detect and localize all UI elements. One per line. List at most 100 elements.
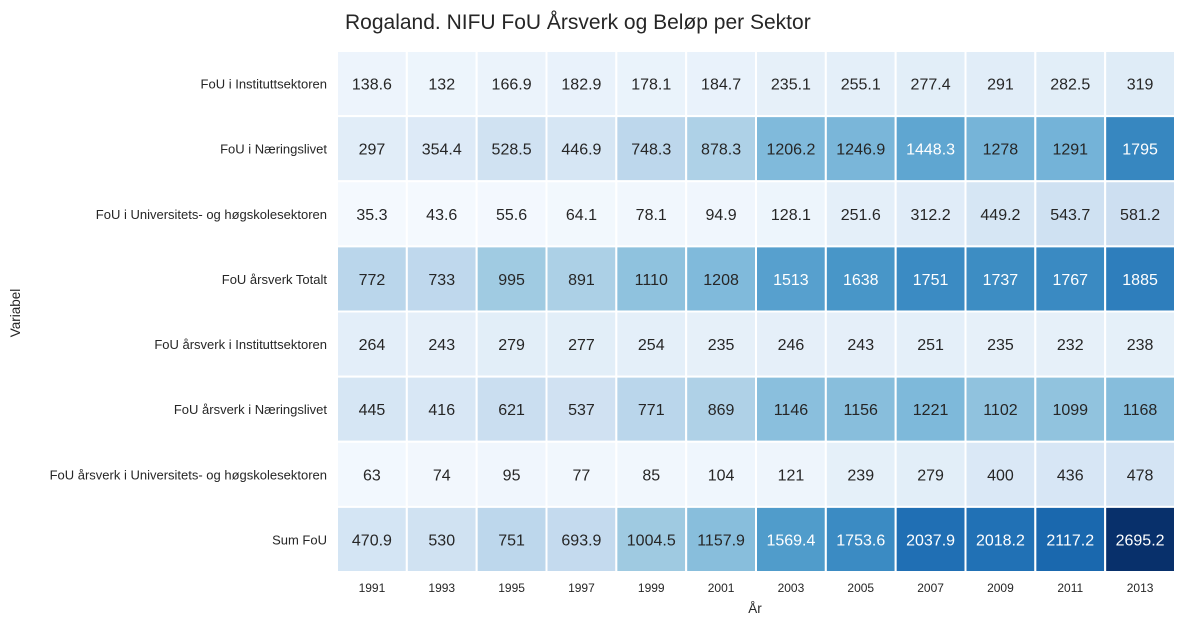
heatmap-cell	[615, 440, 688, 508]
cell-value-label: 354.4	[422, 142, 462, 159]
cell-value-label: 297	[359, 142, 386, 159]
row-tick-label: Sum FoU	[272, 532, 327, 547]
column-labels: 1991 1993 1995 1997 1999 2001 2003 2005 2007 2009…	[359, 581, 1154, 595]
column-tick-label: 2003	[778, 581, 805, 595]
cell-value-label: 312.2	[911, 207, 951, 224]
cell-value-label: 1753.6	[836, 532, 885, 549]
cell-value-label: 239	[847, 467, 874, 484]
heatmap-cell	[755, 505, 827, 573]
cell-value-label: 1221	[913, 402, 949, 419]
cell-value-label: 64.1	[566, 207, 597, 224]
cell-value-label: 277	[568, 337, 595, 354]
cell-value-label: 35.3	[356, 207, 387, 224]
cell-value-label: 78.1	[636, 207, 667, 224]
cell-value-label: 95	[503, 467, 521, 484]
cell-value-label: 319	[1127, 77, 1154, 94]
cell-value-label: 771	[638, 402, 665, 419]
cell-value-label: 1638	[843, 272, 879, 289]
heatmap-cell	[545, 375, 618, 443]
heatmap-cell	[615, 310, 688, 378]
cell-value-label: 184.7	[701, 77, 741, 94]
cell-value-label: 182.9	[561, 77, 601, 94]
cell-value-label: 1099	[1052, 402, 1088, 419]
heatmap-cell	[475, 440, 548, 508]
cell-value-label: 63	[363, 467, 381, 484]
cell-value-label: 277.4	[911, 77, 951, 94]
heatmap-cell	[336, 310, 408, 378]
cell-value-label: 1168	[1123, 402, 1158, 419]
heatmap-cell	[336, 440, 408, 508]
cell-value-label: 94.9	[706, 207, 737, 224]
cell-value-label: 1513	[773, 272, 809, 289]
heatmap-cell	[475, 310, 548, 378]
heatmap-cell	[545, 115, 618, 183]
cell-value-label: 470.9	[352, 532, 392, 549]
heatmap-cell	[824, 375, 897, 443]
cell-value-label: 2018.2	[976, 532, 1025, 549]
column-tick-label: 1991	[359, 581, 386, 595]
heatmap-cell	[615, 505, 688, 573]
heatmap-cell	[336, 505, 408, 573]
cell-value-label: 869	[708, 402, 735, 419]
heatmap-cell	[685, 310, 758, 378]
heatmap-cell	[685, 50, 758, 118]
column-tick-label: 1999	[638, 581, 665, 595]
cell-value-label: 733	[428, 272, 455, 289]
cell-value-label: 436	[1057, 467, 1084, 484]
column-tick-label: 2007	[917, 581, 944, 595]
cell-value-label: 77	[573, 467, 591, 484]
column-tick-label: 2005	[847, 581, 874, 595]
cell-value-label: 246	[778, 337, 805, 354]
heatmap-cell	[755, 440, 827, 508]
row-tick-label: FoU årsverk i Næringslivet	[174, 402, 328, 417]
heatmap-cell	[615, 180, 688, 248]
cell-value-label: 1110	[635, 272, 668, 289]
cell-value-label: 1206.2	[766, 142, 815, 159]
row-tick-label: FoU i Næringslivet	[220, 142, 327, 157]
heatmap-cell	[755, 310, 827, 378]
cell-value-label: 235	[708, 337, 735, 354]
cell-value-label: 772	[359, 272, 386, 289]
heatmap-cell	[824, 310, 897, 378]
heatmap-cell	[894, 115, 967, 183]
cell-value-label: 449.2	[980, 207, 1020, 224]
heatmap-cell	[615, 115, 688, 183]
cell-value-label: 1146	[774, 402, 809, 419]
column-tick-label: 2011	[1057, 581, 1083, 595]
heatmap-cell	[1034, 115, 1107, 183]
heatmap-cell	[405, 310, 478, 378]
cell-value-label: 2117.2	[1046, 532, 1094, 549]
heatmap-cell	[1104, 245, 1176, 313]
heatmap-cell	[685, 375, 758, 443]
cell-value-label: 138.6	[352, 77, 392, 94]
cell-value-label: 235.1	[771, 77, 811, 94]
cell-value-label: 74	[433, 467, 451, 484]
heatmap-cell	[1104, 115, 1176, 183]
cell-value-label: 291	[987, 77, 1014, 94]
column-tick-label: 2001	[708, 581, 735, 595]
heatmap-cell	[1034, 310, 1107, 378]
heatmap-cell	[685, 245, 758, 313]
heatmap-cell	[336, 375, 408, 443]
cell-value-label: 1291	[1052, 142, 1088, 159]
cell-value-label: 1156	[844, 402, 879, 419]
cell-value-label: 400	[987, 467, 1014, 484]
cell-value-label: 1569.4	[766, 532, 815, 549]
cell-value-label: 232	[1057, 337, 1084, 354]
heatmap-cell	[964, 440, 1037, 508]
cell-value-label: 1885	[1122, 272, 1158, 289]
cell-value-label: 1246.9	[836, 142, 885, 159]
heatmap-cell	[405, 115, 478, 183]
cell-value-label: 543.7	[1050, 207, 1090, 224]
cell-value-label: 1737	[983, 272, 1019, 289]
heatmap-cell	[1104, 505, 1176, 573]
cell-value-label: 279	[917, 467, 944, 484]
cell-value-label: 243	[847, 337, 874, 354]
cell-value-label: 1157.9	[697, 532, 745, 549]
cell-value-label: 2695.2	[1116, 532, 1165, 549]
cell-value-label: 1208	[703, 272, 739, 289]
column-tick-label: 1997	[568, 581, 595, 595]
cell-value-label: 581.2	[1120, 207, 1160, 224]
heatmap-cell	[545, 440, 618, 508]
